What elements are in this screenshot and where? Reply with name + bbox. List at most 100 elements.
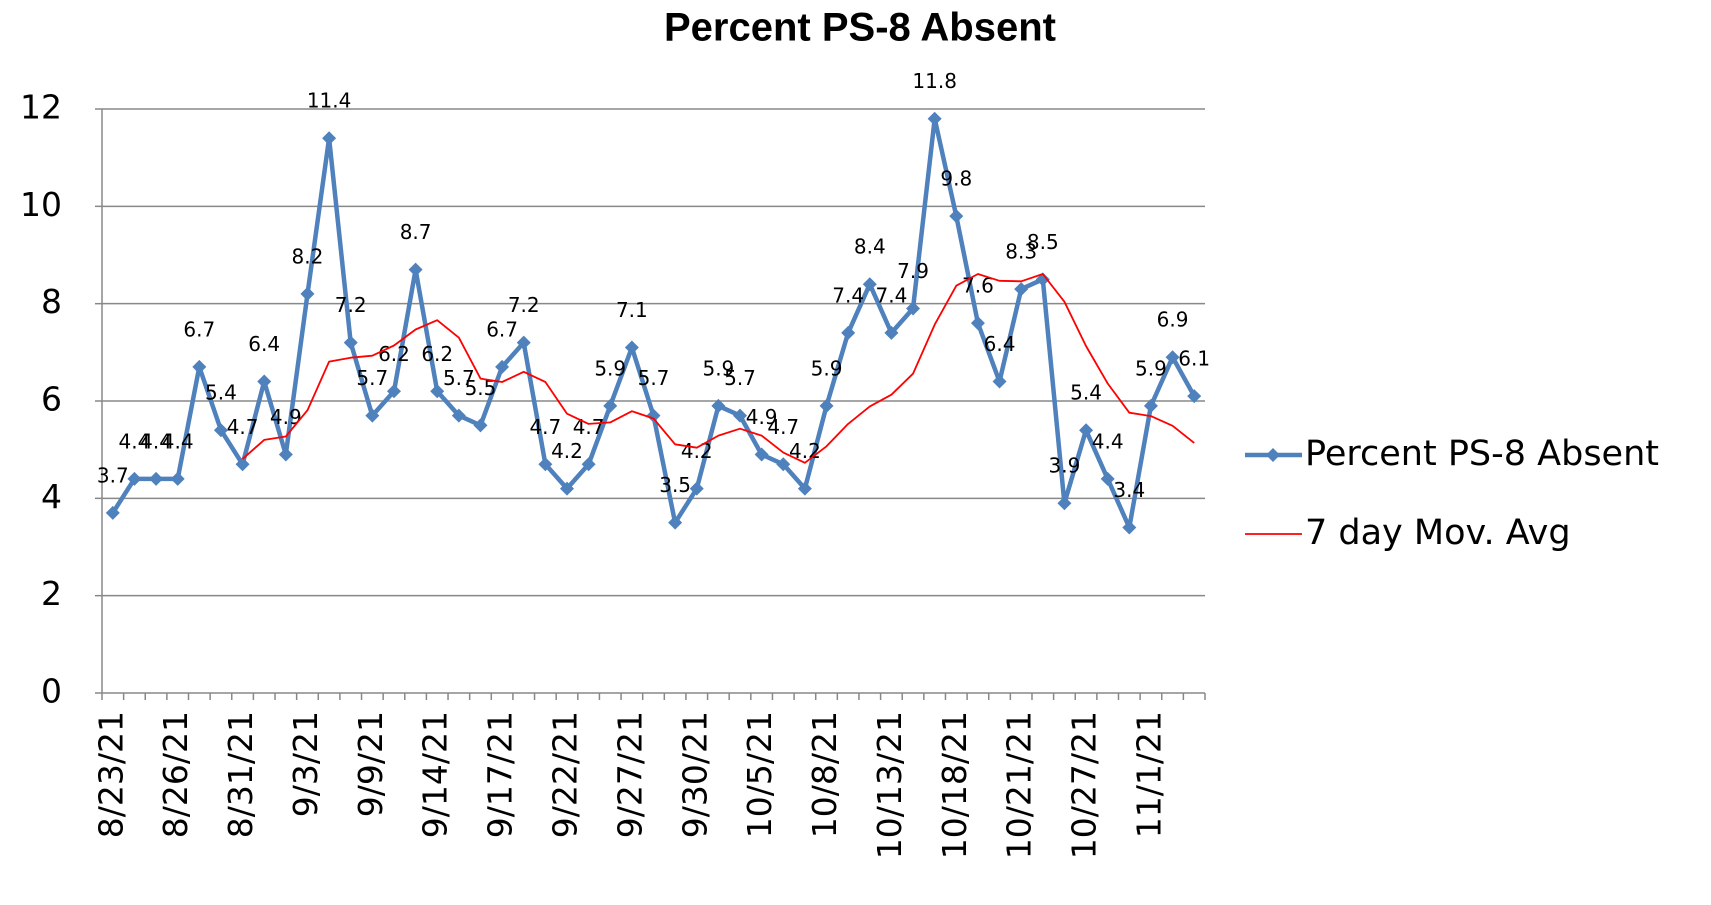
data-label: 8.5	[1027, 230, 1059, 254]
data-point	[1165, 350, 1180, 365]
data-label: 7.2	[335, 293, 367, 317]
legend-marker	[1266, 448, 1280, 462]
data-point	[949, 209, 964, 224]
data-label: 4.4	[119, 429, 151, 453]
data-point	[365, 408, 380, 423]
data-point	[538, 457, 553, 472]
data-label: 7.1	[616, 298, 648, 322]
x-tick-label: 11/1/21	[1129, 711, 1168, 838]
data-label: 4.2	[789, 439, 821, 463]
data-point	[213, 423, 228, 438]
data-label: 4.2	[681, 439, 713, 463]
data-label: 6.7	[183, 317, 215, 341]
data-label: 8.2	[292, 244, 324, 268]
data-point	[992, 374, 1007, 389]
data-label: 5.7	[356, 366, 388, 390]
data-point	[776, 457, 791, 472]
data-label: 6.4	[248, 332, 280, 356]
data-point	[884, 325, 899, 340]
y-tick-label: 8	[41, 282, 62, 321]
data-point	[192, 359, 207, 374]
data-label: 7.4	[875, 283, 907, 307]
data-label: 3.4	[1113, 478, 1145, 502]
data-label: 6.9	[1157, 308, 1189, 332]
data-label: 3.5	[659, 473, 691, 497]
data-label: 5.4	[1070, 381, 1102, 405]
x-tick-label: 8/23/21	[91, 711, 130, 838]
y-tick-label: 6	[41, 380, 62, 419]
data-point	[841, 325, 856, 340]
data-point	[581, 457, 596, 472]
data-point	[408, 262, 423, 277]
data-point	[819, 398, 834, 413]
data-point	[451, 408, 466, 423]
data-point	[603, 398, 618, 413]
x-tick-label: 8/26/21	[156, 711, 195, 838]
data-label: 6.4	[984, 332, 1016, 356]
x-tick-label: 9/14/21	[416, 711, 455, 838]
data-label: 6.2	[421, 342, 453, 366]
data-point	[386, 384, 401, 399]
data-label: 7.9	[897, 259, 929, 283]
data-label: 6.7	[486, 317, 518, 341]
data-point	[495, 359, 510, 374]
legend-label: 7 day Mov. Avg	[1305, 513, 1571, 553]
data-point	[559, 481, 574, 496]
data-point	[970, 316, 985, 331]
x-tick-label: 9/22/21	[545, 711, 584, 838]
data-label: 4.2	[551, 439, 583, 463]
x-tick-label: 8/31/21	[221, 711, 260, 838]
data-point	[1143, 398, 1158, 413]
x-tick-label: 9/9/21	[351, 711, 390, 817]
data-point	[278, 447, 293, 462]
data-point	[1014, 282, 1029, 297]
y-tick-label: 10	[20, 185, 62, 224]
data-label: 3.7	[97, 463, 129, 487]
data-point	[1079, 423, 1094, 438]
x-tick-label: 10/18/21	[935, 711, 974, 859]
x-tick-label: 9/3/21	[286, 711, 325, 817]
data-point	[235, 457, 250, 472]
data-point	[668, 515, 683, 530]
series-line	[242, 273, 1195, 464]
data-point	[170, 471, 185, 486]
data-point	[1187, 389, 1202, 404]
data-label: 5.9	[702, 356, 734, 380]
y-tick-label: 4	[41, 477, 62, 516]
data-label: 5.7	[638, 366, 670, 390]
data-point	[797, 481, 812, 496]
data-point	[646, 408, 661, 423]
data-label: 4.7	[529, 415, 561, 439]
data-point	[127, 471, 142, 486]
x-tick-label: 10/5/21	[740, 711, 779, 838]
data-label: 7.2	[508, 293, 540, 317]
x-tick-label: 10/27/21	[1065, 711, 1104, 859]
data-label: 4.9	[746, 405, 778, 429]
x-tick-label: 9/17/21	[481, 711, 520, 838]
data-point	[711, 398, 726, 413]
data-label: 4.7	[767, 415, 799, 439]
data-label: 5.9	[594, 356, 626, 380]
data-label: 5.4	[205, 381, 237, 405]
data-label: 11.4	[307, 89, 352, 113]
data-label: 4.4	[140, 429, 172, 453]
y-tick-label: 12	[20, 88, 62, 127]
data-point	[343, 335, 358, 350]
legend-label: Percent PS-8 Absent	[1305, 434, 1659, 474]
data-point	[624, 340, 639, 355]
x-tick-label: 10/21/21	[1000, 711, 1039, 859]
data-point	[257, 374, 272, 389]
data-point	[1057, 496, 1072, 511]
data-label: 5.7	[724, 366, 756, 390]
data-label: 5.9	[811, 356, 843, 380]
data-label: 8.7	[400, 220, 432, 244]
x-tick-label: 9/27/21	[610, 711, 649, 838]
data-label: 4.4	[162, 429, 194, 453]
data-point	[1122, 520, 1137, 535]
data-point	[733, 408, 748, 423]
y-tick-label: 0	[41, 672, 62, 711]
data-label: 3.9	[1049, 454, 1081, 478]
data-label: 4.7	[227, 415, 259, 439]
data-label: 8.4	[854, 235, 886, 259]
